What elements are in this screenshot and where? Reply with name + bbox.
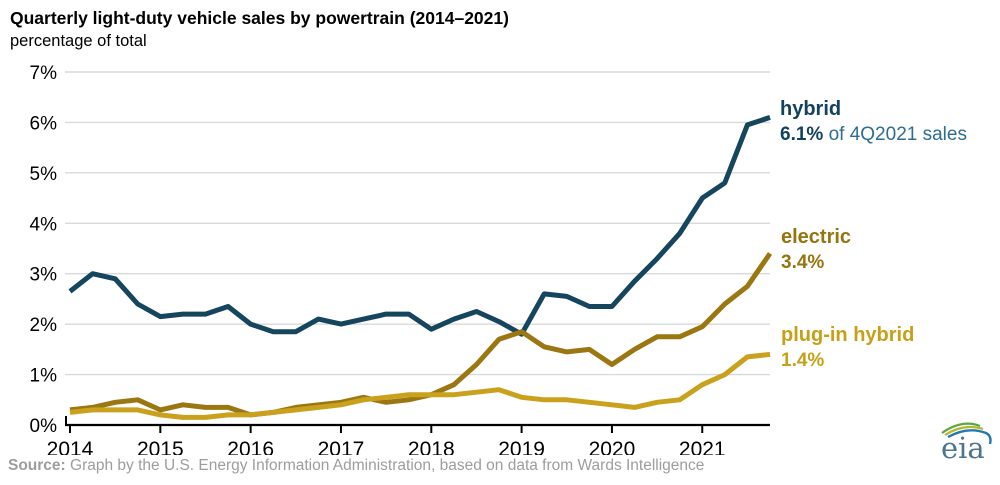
svg-text:6%: 6%	[30, 113, 58, 134]
annotation-plug-in-hybrid: plug-in hybrid 1.4%	[781, 323, 914, 374]
annotation-plug-in-hybrid-value: 1.4%	[781, 350, 825, 371]
svg-text:7%: 7%	[30, 63, 58, 84]
annotation-plug-in-hybrid-name: plug-in hybrid	[781, 324, 915, 346]
annotation-electric-name: electric	[781, 226, 852, 248]
svg-text:4%: 4%	[30, 214, 58, 235]
source-label: Source:	[8, 457, 66, 474]
svg-text:2%: 2%	[30, 315, 58, 336]
eia-logo-arc-green	[941, 422, 981, 434]
svg-text:3%: 3%	[30, 265, 58, 286]
eia-logo-arc-lime	[944, 425, 984, 436]
annotation-hybrid-suffix: of 4Q2021 sales	[823, 124, 967, 145]
chart-subtitle: percentage of total	[10, 32, 147, 50]
annotation-electric: electric 3.4%	[781, 225, 851, 276]
svg-text:2018: 2018	[408, 438, 455, 455]
annotation-hybrid: hybrid 6.1% of 4Q2021 sales	[780, 97, 967, 148]
chart-title: Quarterly light-duty vehicle sales by po…	[10, 8, 509, 28]
source-line: Source: Graph by the U.S. Energy Informa…	[8, 457, 704, 475]
svg-text:5%: 5%	[30, 164, 58, 185]
svg-text:2015: 2015	[137, 438, 184, 455]
series-line-plug-in-hybrid	[69, 351, 771, 420]
annotation-electric-value: 3.4%	[781, 252, 825, 273]
eia-logo-arc-blue	[947, 429, 992, 445]
series-line-hybrid	[68, 115, 771, 337]
annotation-hybrid-name: hybrid	[780, 98, 842, 120]
annotation-hybrid-value: 6.1%	[780, 124, 824, 145]
svg-text:2021: 2021	[679, 438, 726, 455]
svg-text:2016: 2016	[227, 438, 274, 455]
svg-text:2019: 2019	[498, 438, 545, 455]
source-text: Graph by the U.S. Energy Information Adm…	[65, 457, 705, 474]
series-line-electric	[69, 252, 773, 418]
svg-text:2020: 2020	[589, 438, 636, 455]
eia-logo: eia	[941, 422, 992, 464]
svg-text:2014: 2014	[47, 438, 94, 455]
svg-text:0%: 0%	[30, 416, 58, 437]
eia-logo-text: eia	[941, 431, 985, 464]
svg-text:2017: 2017	[318, 438, 365, 455]
svg-text:1%: 1%	[30, 366, 58, 387]
